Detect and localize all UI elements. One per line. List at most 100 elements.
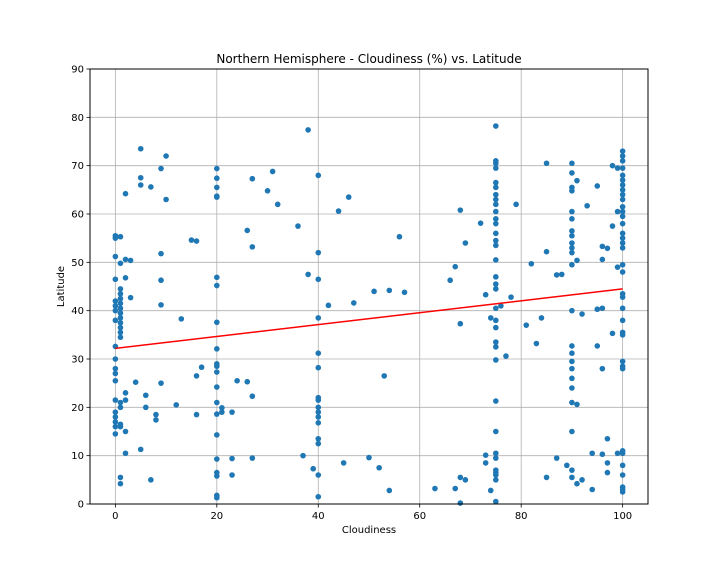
- data-point: [619, 294, 626, 300]
- data-point: [163, 153, 169, 159]
- data-point: [493, 123, 499, 129]
- data-point: [619, 489, 626, 495]
- data-point: [493, 498, 499, 505]
- data-point: [249, 244, 256, 250]
- data-point: [493, 191, 499, 198]
- data-point: [117, 474, 124, 481]
- data-point: [614, 165, 621, 171]
- data-point: [158, 380, 164, 386]
- data-point: [477, 220, 484, 226]
- x-tick-label: 100: [613, 511, 632, 522]
- data-point: [493, 317, 499, 324]
- data-point: [214, 411, 220, 417]
- data-point: [340, 460, 347, 466]
- x-tick-label: 0: [112, 511, 118, 522]
- data-point: [122, 428, 129, 435]
- data-point: [619, 165, 626, 171]
- data-point: [447, 277, 453, 284]
- y-tick-label: 30: [71, 355, 84, 366]
- plot-area-frame: [89, 68, 649, 505]
- data-point: [619, 177, 626, 183]
- data-point: [315, 435, 322, 442]
- data-point: [493, 208, 499, 215]
- data-point: [543, 474, 550, 481]
- data-point: [569, 261, 575, 268]
- data-point: [599, 451, 606, 458]
- data-point: [249, 175, 256, 182]
- data-point: [122, 275, 129, 281]
- data-point: [619, 220, 626, 227]
- data-point: [117, 480, 124, 487]
- data-point: [112, 307, 119, 314]
- data-point: [214, 399, 220, 406]
- data-point: [350, 300, 357, 306]
- data-point: [493, 184, 499, 191]
- data-point: [112, 253, 119, 260]
- x-tick-label: 60: [413, 511, 426, 522]
- data-point: [153, 411, 159, 418]
- data-point: [493, 230, 499, 237]
- data-point: [599, 365, 606, 372]
- data-point: [569, 245, 575, 251]
- data-point: [315, 472, 322, 478]
- data-point: [127, 294, 134, 301]
- data-point: [564, 462, 570, 469]
- data-point: [300, 452, 306, 459]
- x-axis-label: Cloudiness: [342, 525, 396, 536]
- data-point: [487, 315, 494, 321]
- data-point: [493, 201, 499, 208]
- data-point: [619, 182, 626, 188]
- data-point: [493, 281, 499, 287]
- data-point: [315, 350, 322, 357]
- data-point: [614, 264, 621, 270]
- data-point: [117, 305, 124, 312]
- data-point: [315, 404, 322, 411]
- data-point: [558, 271, 565, 278]
- data-point: [117, 290, 124, 297]
- data-point: [249, 455, 256, 461]
- data-point: [457, 500, 464, 506]
- data-point: [214, 282, 220, 289]
- y-tick-label: 50: [71, 258, 84, 269]
- data-point: [315, 276, 322, 283]
- data-point: [188, 237, 195, 243]
- data-point: [274, 201, 281, 208]
- data-point: [112, 303, 119, 309]
- data-point: [315, 172, 322, 179]
- data-point: [214, 494, 220, 501]
- data-point: [569, 232, 575, 239]
- data-point: [619, 191, 626, 198]
- data-point: [117, 310, 124, 316]
- data-point: [553, 272, 560, 278]
- grid-lines: [90, 68, 648, 505]
- data-point: [386, 487, 393, 494]
- data-point: [158, 250, 164, 257]
- data-point: [366, 454, 372, 461]
- data-point: [112, 423, 119, 430]
- data-point: [122, 256, 129, 263]
- data-point: [619, 240, 626, 246]
- data-point: [619, 187, 626, 193]
- data-point: [619, 332, 626, 338]
- data-point: [599, 243, 606, 250]
- data-point: [619, 235, 626, 241]
- data-point: [457, 207, 464, 213]
- data-point: [493, 428, 499, 435]
- data-point: [584, 202, 590, 209]
- data-point: [325, 302, 332, 309]
- data-point: [543, 248, 550, 255]
- data-point: [295, 223, 301, 229]
- data-point: [457, 320, 464, 327]
- data-point: [619, 196, 626, 203]
- data-point: [137, 174, 144, 181]
- data-point: [569, 375, 575, 382]
- data-point: [249, 393, 256, 400]
- data-point: [214, 184, 220, 191]
- data-point: [609, 223, 616, 229]
- data-point: [214, 346, 220, 352]
- data-point: [315, 414, 322, 420]
- data-point: [569, 428, 575, 435]
- data-point: [315, 364, 322, 371]
- data-point: [619, 213, 626, 220]
- data-point: [315, 249, 322, 256]
